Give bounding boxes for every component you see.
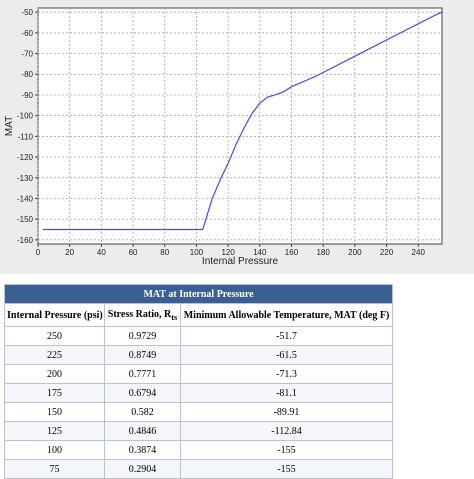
header-stress-ratio: Stress Ratio, Rts	[104, 303, 181, 327]
y-tick-label: -100	[17, 112, 34, 121]
x-tick-label: 100	[190, 248, 204, 257]
y-axis-title: MAT	[4, 116, 15, 136]
cell-stress-ratio: 0.3874	[104, 440, 181, 460]
x-tick-label: 180	[316, 248, 330, 257]
table-row: 100 0.3874 -155	[4, 440, 394, 460]
series-layer	[42, 11, 443, 231]
y-tick-label: -90	[21, 91, 33, 100]
table-row: 250 0.9729 -51.7	[4, 326, 394, 346]
x-tick-label: 140	[253, 248, 267, 257]
cell-stress-ratio: 0.9729	[104, 326, 181, 346]
header-internal-pressure: Internal Pressure (psi)	[4, 303, 105, 327]
cell-stress-ratio: 0.2904	[104, 459, 181, 479]
cell-mat: -81.1	[179, 383, 394, 403]
cell-mat: -61.5	[179, 345, 394, 365]
x-tick-label: 20	[65, 248, 74, 257]
x-tick-label: 240	[412, 248, 426, 257]
table-row: 225 0.8749 -61.5	[4, 345, 394, 365]
x-axis-title: Internal Pressure	[202, 256, 279, 267]
cell-pressure: 175	[4, 383, 105, 403]
cell-mat: -71.3	[179, 364, 394, 384]
x-tick-label: 220	[380, 248, 394, 257]
mat-line-chart: 0 20 40 60 80 100 120 140 160 180 200 220 240 -160 -15…	[4, 7, 443, 267]
mat-table: MAT at Internal Pressure Internal Pressu…	[3, 284, 394, 479]
table-row: 75 0.2904 -155	[4, 459, 394, 479]
plot-area	[37, 7, 443, 245]
x-tick-label: 0	[36, 248, 41, 257]
table-row: 150 0.582 -89.91	[4, 402, 394, 422]
cell-mat: -155	[179, 440, 394, 460]
cell-stress-ratio: 0.4846	[104, 421, 181, 441]
mat-series-line	[42, 11, 443, 231]
x-tick-label: 40	[97, 248, 106, 257]
x-tick-label: 120	[221, 248, 235, 257]
y-tick-label: -60	[21, 29, 33, 38]
cell-stress-ratio: 0.582	[104, 402, 181, 422]
x-tick-label: 80	[160, 248, 169, 257]
header-stress-ratio-label: Stress Ratio, R	[107, 308, 172, 320]
cell-mat: -51.7	[179, 326, 394, 346]
table-title-row: MAT at Internal Pressure	[3, 284, 394, 304]
y-tick-label: -80	[21, 70, 33, 79]
y-tick-label: -120	[17, 153, 34, 162]
tick-layer: 0 20 40 60 80 100 120 140 160 180 200 220 240 -160 -15…	[17, 8, 425, 257]
cell-pressure: 225	[4, 345, 105, 365]
x-tick-label: 200	[348, 248, 362, 257]
y-tick-label: -50	[21, 8, 33, 17]
cell-mat: -112.84	[179, 421, 394, 441]
x-tick-label: 60	[129, 248, 138, 257]
cell-pressure: 125	[4, 421, 105, 441]
header-stress-ratio-subscript: ts	[171, 312, 178, 322]
cell-pressure: 250	[4, 326, 105, 346]
cell-mat: -89.91	[179, 402, 394, 422]
grid-layer	[37, 8, 442, 244]
cell-pressure: 150	[4, 402, 105, 422]
y-tick-label: -150	[17, 215, 34, 224]
x-tick-label: 160	[285, 248, 299, 257]
cell-stress-ratio: 0.6794	[104, 383, 181, 403]
table-row: 175 0.6794 -81.1	[4, 383, 394, 403]
y-tick-label: -160	[17, 236, 34, 245]
y-tick-label: -70	[21, 50, 33, 59]
header-mat: Minimum Allowable Temperature, MAT (deg …	[179, 303, 394, 327]
mat-table-container: MAT at Internal Pressure Internal Pressu…	[3, 284, 394, 479]
cell-pressure: 75	[4, 459, 105, 479]
table-header-row: Internal Pressure (psi) Stress Ratio, Rt…	[4, 303, 394, 327]
cell-mat: -155	[179, 459, 394, 479]
y-tick-label: -130	[17, 174, 34, 183]
table-body: 250 0.9729 -51.7 225 0.8749 -61.5 200 0.7771 -71…	[4, 326, 394, 479]
chart-panel: 0 20 40 60 80 100 120 140 160 180 200 220 240 -160 -15…	[0, 0, 474, 274]
table-row: 200 0.7771 -71.3	[4, 364, 394, 384]
cell-stress-ratio: 0.7771	[104, 364, 181, 384]
cell-pressure: 200	[4, 364, 105, 384]
table-title: MAT at Internal Pressure	[3, 284, 394, 304]
cell-pressure: 100	[4, 440, 105, 460]
cell-stress-ratio: 0.8749	[104, 345, 181, 365]
y-tick-label: -140	[17, 194, 34, 203]
y-tick-label: -110	[18, 132, 34, 141]
table-row: 125 0.4846 -112.84	[4, 421, 394, 441]
